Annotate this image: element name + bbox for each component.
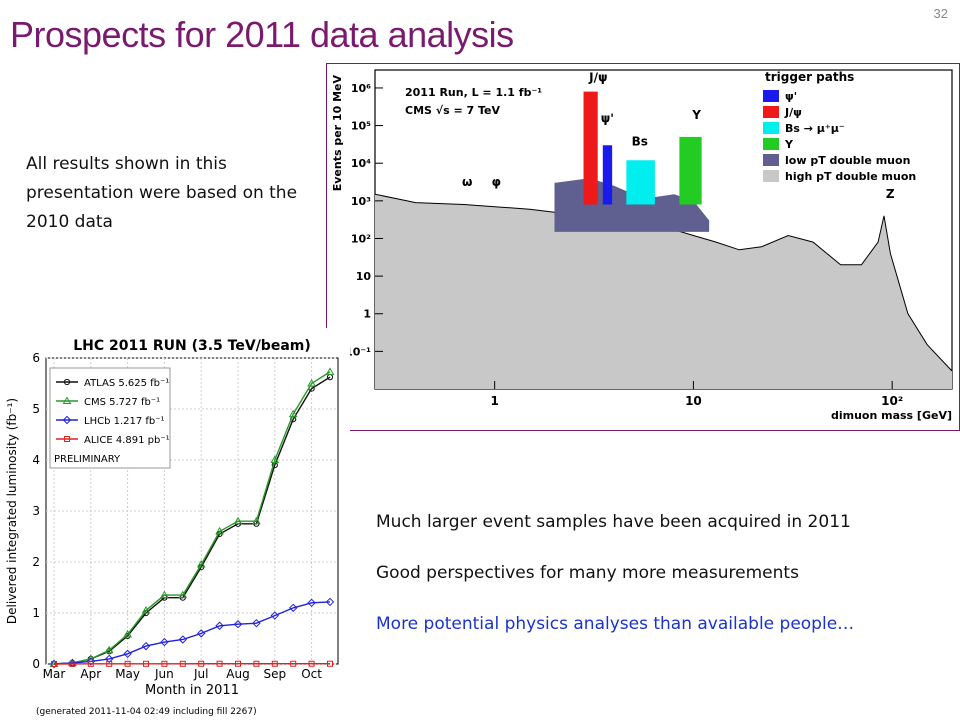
legend-label: low pT double muon — [785, 154, 910, 167]
bullet-item-highlight: More potential physics analyses than ava… — [376, 614, 854, 642]
peak-label: J/ψ — [588, 70, 607, 84]
legend-label: ALICE 4.891 pb⁻¹ — [84, 435, 170, 446]
x-tick-label: Apr — [80, 667, 101, 681]
legend-label: LHCb 1.217 fb⁻¹ — [84, 416, 165, 427]
upsilon-peak — [679, 137, 701, 205]
y-tick-label: 3 — [32, 504, 40, 518]
x-tick-label: 1 — [490, 394, 498, 408]
bullet-item: Good perspectives for many more measurem… — [376, 563, 854, 591]
legend-label: high pT double muon — [785, 170, 916, 183]
luminosity-figure: LHC 2011 RUN (3.5 TeV/beam) 0 1 2 3 4 5 6 Mar Apr… — [0, 328, 350, 720]
y-tick-label: 2 — [32, 555, 40, 569]
legend-swatch — [763, 122, 779, 134]
x-tick-label: Jun — [154, 667, 174, 681]
peak-label: Bs — [632, 134, 648, 148]
x-tick-label: Sep — [263, 667, 286, 681]
luminosity-chart: LHC 2011 RUN (3.5 TeV/beam) 0 1 2 3 4 5 6 Mar Apr… — [0, 328, 350, 720]
slide-title: Prospects for 2011 data analysis — [10, 14, 514, 56]
peak-label: ψ' — [601, 112, 614, 126]
y-tick-label: 10⁵ — [351, 120, 371, 133]
peak-label: ω — [462, 175, 472, 189]
y-tick-label: 4 — [32, 453, 40, 467]
legend-swatch — [763, 90, 779, 102]
legend-swatch — [763, 138, 779, 150]
peak-label: φ — [492, 175, 501, 189]
legend-label: ATLAS 5.625 fb⁻¹ — [84, 378, 169, 389]
psi-prime-peak — [603, 145, 612, 204]
y-axis-label: Events per 10 MeV — [331, 75, 344, 192]
legend-title: trigger paths — [765, 70, 854, 84]
bullet-list: Much larger event samples have been acqu… — [376, 512, 854, 665]
bs-peak — [626, 160, 655, 204]
y-tick-label: 10⁶ — [351, 82, 371, 95]
x-tick-label: Oct — [301, 667, 322, 681]
x-tick-label: Jul — [193, 667, 208, 681]
x-tick-label: 10 — [685, 394, 702, 408]
y-tick-label: 1 — [32, 606, 40, 620]
y-tick-label: 0 — [32, 657, 40, 671]
y-tick-label: 10³ — [351, 195, 371, 208]
legend-swatch — [763, 106, 779, 118]
legend-label: CMS 5.727 fb⁻¹ — [84, 397, 160, 408]
legend-label: ψ' — [785, 90, 797, 103]
y-tick-label: 10 — [356, 270, 372, 283]
energy-label: CMS √s = 7 TeV — [405, 104, 501, 117]
y-tick-label: 1 — [363, 308, 371, 321]
intro-text: All results shown in this presentation w… — [26, 150, 306, 237]
y-tick-label: 5 — [32, 402, 40, 416]
peak-label: Z — [886, 187, 895, 201]
legend-label: Υ — [784, 138, 794, 151]
x-tick-label: May — [115, 667, 140, 681]
page-number: 32 — [934, 6, 948, 21]
y-tick-label: 6 — [32, 351, 40, 365]
peak-label: Υ — [691, 108, 701, 122]
legend-label: J/ψ — [784, 106, 802, 119]
x-tick-label: 10² — [881, 394, 903, 408]
lumi-title: LHC 2011 RUN (3.5 TeV/beam) — [73, 338, 311, 354]
y-tick-label: 10² — [351, 232, 371, 245]
x-axis-label: dimuon mass [GeV] — [831, 409, 952, 422]
footnote: (generated 2011-11-04 02:49 including fi… — [36, 707, 257, 717]
y-axis-label: Delivered integrated luminosity (fb⁻¹) — [5, 398, 19, 624]
x-tick-label: Mar — [43, 667, 66, 681]
x-axis-label: Month in 2011 — [145, 683, 239, 698]
preliminary-label: PRELIMINARY — [54, 454, 121, 465]
legend-swatch — [763, 154, 779, 166]
legend-label: Bs → μ⁺μ⁻ — [785, 122, 845, 135]
run-label: 2011 Run, L = 1.1 fb⁻¹ — [405, 86, 542, 99]
x-tick-label: Aug — [226, 667, 249, 681]
y-tick-label: 10⁴ — [351, 157, 371, 170]
legend-swatch — [763, 170, 779, 182]
bullet-item: Much larger event samples have been acqu… — [376, 512, 854, 540]
jpsi-peak — [584, 92, 598, 205]
